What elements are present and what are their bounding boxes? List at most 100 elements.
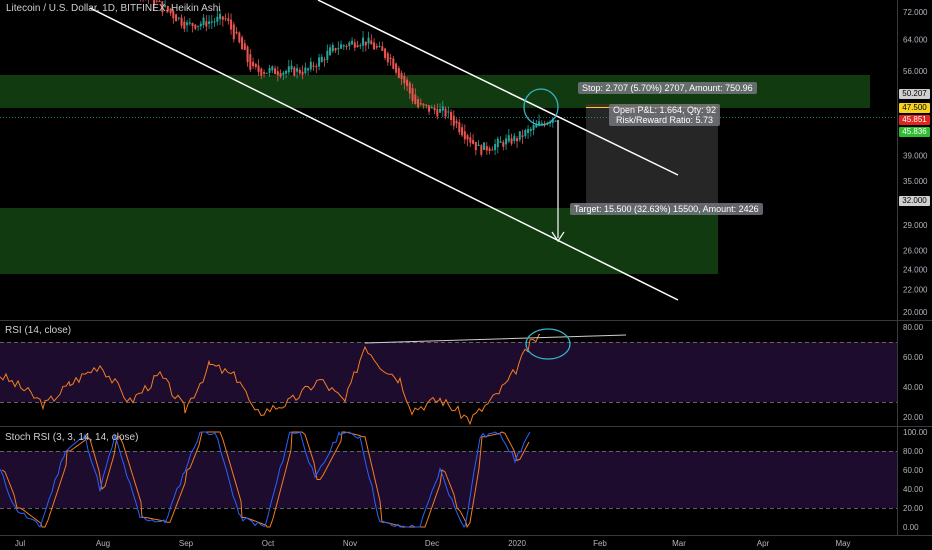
candle-body <box>271 66 274 71</box>
channel-lower-line[interactable] <box>89 7 679 301</box>
candle-body <box>337 48 340 50</box>
price-tick-label: 56.000 <box>903 67 928 76</box>
candle-body <box>158 1 161 3</box>
candle-body <box>249 54 252 70</box>
candle-body <box>342 45 345 47</box>
candle-body <box>351 40 354 45</box>
stop-price-tag: 50.207 <box>899 89 930 99</box>
candle-body <box>436 108 439 117</box>
rsi-axis[interactable]: 80.00 60.00 40.00 20.00 <box>903 323 924 422</box>
candle-body <box>472 139 475 144</box>
target-label: Target: 15.500 (32.63%) 15500, Amount: 2… <box>570 203 763 215</box>
time-tick-label: Jul <box>15 539 25 548</box>
breakout-circle[interactable] <box>523 88 559 126</box>
candle-body <box>345 45 348 47</box>
rsi-band <box>0 342 897 402</box>
candle-body <box>221 16 224 20</box>
candle-body <box>499 141 502 143</box>
candle-body <box>213 21 216 23</box>
stoch-tick-label: 100.00 <box>903 428 928 437</box>
candle-body <box>230 19 233 30</box>
candle-body <box>532 125 535 130</box>
candle-body <box>177 17 180 19</box>
rsi-circle[interactable] <box>525 328 571 360</box>
candle-body <box>455 120 458 124</box>
candle-body <box>488 148 491 151</box>
candle-body <box>166 6 169 12</box>
candle-body <box>210 21 213 23</box>
candle-body <box>298 69 301 74</box>
candle-body <box>359 45 362 47</box>
time-tick-label: Dec <box>425 539 439 548</box>
candle-body <box>287 66 290 73</box>
candle-body <box>155 0 158 2</box>
candle-body <box>290 65 293 70</box>
candle-body <box>378 45 381 47</box>
candle-body <box>419 103 422 105</box>
candle-body <box>260 68 263 76</box>
candle-body <box>474 141 477 151</box>
candle-body <box>430 107 433 109</box>
candle-body <box>414 94 417 104</box>
candle-body <box>403 75 406 84</box>
time-tick-label: Sep <box>179 539 194 548</box>
rsi-divergence-line[interactable] <box>364 334 627 344</box>
price-tick-label: 35.000 <box>903 177 928 186</box>
price-tick-label: 20.000 <box>903 308 928 317</box>
candle-body <box>161 1 164 13</box>
candle-body <box>227 18 230 22</box>
candle-body <box>450 111 453 120</box>
candle-body <box>348 42 351 47</box>
candle-body <box>243 43 246 50</box>
price-tick-label: 64.000 <box>903 36 928 45</box>
candle-body <box>463 131 466 140</box>
candle-body <box>397 68 400 78</box>
candle-body <box>452 115 455 126</box>
rsi-line <box>0 334 540 426</box>
candle-body <box>392 58 395 69</box>
candle-body <box>183 21 186 29</box>
candle-body <box>169 8 172 14</box>
candle-body <box>235 31 238 34</box>
candle-body <box>164 5 167 7</box>
candle-body <box>417 99 420 108</box>
pl-label: Open P&L: 1.664, Qty: 92 Risk/Reward Rat… <box>609 104 721 126</box>
time-axis[interactable]: Jul Aug Sep Oct Nov Dec 2020 Feb Mar Apr May <box>15 539 851 548</box>
rsi-tick-label: 80.00 <box>903 323 924 332</box>
candle-body <box>505 138 508 145</box>
candle-body <box>340 44 343 49</box>
time-tick-label: Feb <box>593 539 607 548</box>
stoch-tick-label: 40.00 <box>903 485 924 494</box>
price-axis[interactable]: 72.000 64.000 56.000 39.000 35.000 29.000 26.0… <box>903 8 928 317</box>
candle-body <box>202 17 205 25</box>
stoch-tick-label: 0.00 <box>903 523 919 532</box>
candle-body <box>318 57 321 67</box>
price-tick-label: 22.000 <box>903 286 928 295</box>
candle-body <box>356 45 359 47</box>
candle-body <box>188 22 191 24</box>
candle-body <box>315 66 318 68</box>
candle-body <box>444 108 447 117</box>
candle-body <box>219 13 222 20</box>
candle-body <box>205 21 208 27</box>
candle-body <box>320 56 323 62</box>
candle-body <box>370 40 373 45</box>
candle-body <box>285 70 288 74</box>
stoch-axis[interactable]: 100.00 80.00 60.00 40.00 20.00 0.00 <box>903 428 928 532</box>
candle-body <box>491 149 494 151</box>
channel-upper-line[interactable] <box>317 0 679 176</box>
candle-body <box>334 48 337 51</box>
stoch-d-line <box>1 431 530 529</box>
candle-body <box>375 45 378 48</box>
candle-body <box>268 68 271 73</box>
candle-body <box>477 144 480 146</box>
candle-body <box>400 72 403 80</box>
entry-price-tag: 47.500 <box>899 103 930 113</box>
candle-body <box>535 124 538 128</box>
candle-body <box>353 42 356 48</box>
stoch-tick-label: 80.00 <box>903 447 924 456</box>
candle-body <box>458 122 461 133</box>
candle-body <box>216 16 219 22</box>
candle-body <box>521 135 524 137</box>
